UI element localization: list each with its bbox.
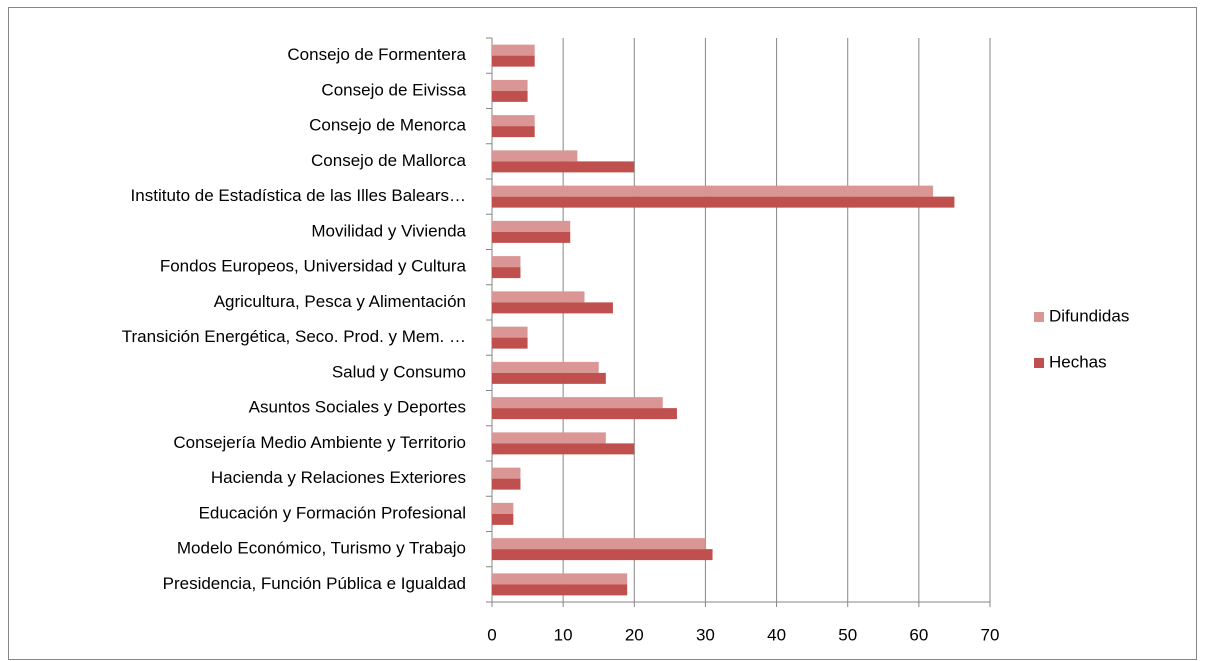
bar [492,326,528,338]
bar [492,361,599,373]
bar [492,573,628,585]
y-tick-label: Consejo de Eivissa [321,80,466,99]
y-tick-label: Consejo de Menorca [309,116,466,135]
bar [492,79,528,91]
bar [492,443,635,455]
legend-swatch [1034,312,1044,322]
y-tick-label: Modelo Económico, Turismo y Trabajo [177,539,466,558]
bar [492,467,521,479]
x-tick-label: 30 [696,625,715,644]
bar [492,549,713,561]
y-tick-label: Consejería Medio Ambiente y Territorio [173,433,466,452]
bar [492,302,613,314]
bar [492,408,677,420]
y-tick-label: Consejo de Mallorca [311,151,467,170]
y-tick-label: Educación y Formación Profesional [199,503,466,522]
bar [492,538,706,550]
bar [492,513,514,525]
bar [492,161,635,173]
bar [492,256,521,268]
x-tick-label: 60 [909,625,928,644]
bar [492,231,571,243]
bar [492,502,514,514]
y-tick-label: Asuntos Sociales y Deportes [249,398,466,417]
bar [492,397,663,409]
bar [492,291,585,303]
y-tick-label: Hacienda y Relaciones Exteriores [211,468,466,487]
bar [492,584,628,596]
y-tick-label: Transición Energética, Seco. Prod. y Mem… [122,327,466,346]
y-tick-label: Instituto de Estadística de las Illes Ba… [131,186,466,205]
bar [492,115,535,127]
bar [492,126,535,138]
x-tick-label: 20 [625,625,644,644]
legend-label: Difundidas [1049,306,1129,325]
x-tick-label: 50 [838,625,857,644]
y-tick-label: Agricultura, Pesca y Alimentación [214,292,466,311]
y-tick-label: Salud y Consumo [332,362,466,381]
legend-label: Hechas [1049,352,1107,371]
bar [492,337,528,349]
y-tick-label: Fondos Europeos, Universidad y Cultura [160,257,467,276]
x-tick-label: 10 [554,625,573,644]
bar [492,267,521,279]
y-tick-label: Movilidad y Vivienda [311,221,466,240]
bar [492,90,528,102]
bar [492,220,571,232]
bar [492,185,934,197]
bar [492,432,606,444]
y-tick-label: Consejo de Formentera [287,45,466,64]
y-tick-label: Presidencia, Función Pública e Igualdad [163,574,466,593]
bar [492,196,955,208]
bar [492,478,521,490]
x-tick-label: 70 [981,625,1000,644]
bar [492,372,606,384]
bar [492,44,535,56]
bar [492,150,578,162]
x-tick-label: 40 [767,625,786,644]
legend-swatch [1034,358,1044,368]
bar [492,55,535,67]
x-tick-label: 0 [487,625,496,644]
